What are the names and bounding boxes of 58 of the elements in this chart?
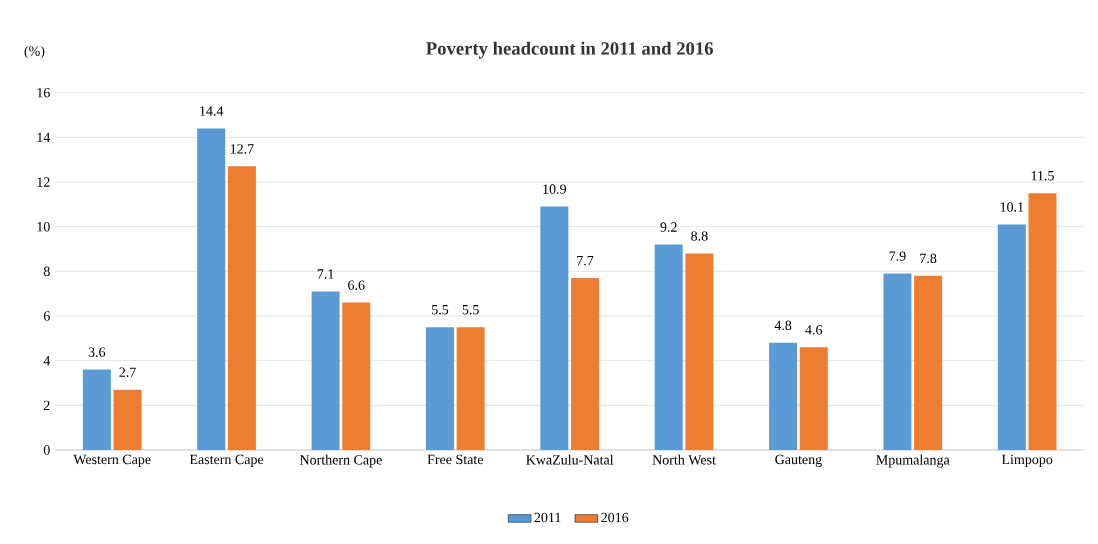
y-tick-label: 12 [37,177,50,187]
data-label: 2.7 [119,367,136,377]
data-label: 5.5 [432,305,449,315]
x-tick-label: Free State [427,454,484,465]
bar [82,369,111,450]
bar [456,327,485,450]
y-tick-label: 6 [43,311,50,321]
chart-title: Poverty headcount in 2011 and 2016 [426,41,713,59]
data-label: 11.5 [1031,171,1054,181]
y-tick-label: 2 [43,400,50,410]
bar [883,273,912,450]
x-tick-label: KwaZulu-Natal [526,454,614,465]
bar [425,327,454,450]
bar [197,128,226,450]
bar [113,389,142,450]
bar [685,253,714,450]
data-label: 6.6 [348,280,365,290]
x-tick-label: Mpumalanga [876,454,950,468]
data-label: 5.5 [462,305,479,315]
y-tick-label: 14 [37,132,51,142]
bar [311,291,340,450]
x-tick-label: Northern Cape [299,454,382,468]
legend-label: 2011 [534,512,561,523]
data-label: 4.8 [774,320,792,331]
y-tick-label: 8 [43,266,50,277]
bar [571,278,600,450]
bar [914,275,943,450]
y-tick-label: 16 [37,87,50,98]
bar [799,347,828,450]
y-tick-label: 4 [43,356,51,366]
bar [342,302,371,450]
data-label: 9.2 [660,222,677,232]
x-tick-label: North West [652,454,716,465]
x-tick-label: Limpopo [1001,454,1053,467]
data-label: 10.1 [1000,202,1024,212]
data-label: 10.9 [543,184,567,194]
data-label: 12.7 [230,144,254,154]
bar [540,206,569,450]
bar [227,166,256,450]
bar [769,342,798,450]
x-tick-label: Eastern Cape [189,454,264,467]
y-axis-title: (%) [24,45,45,59]
data-label: 8.8 [691,231,708,241]
data-label: 7.8 [920,253,937,264]
bar [997,224,1026,450]
x-tick-label: Western Cape [73,454,151,467]
y-tick-label: 0 [43,445,50,455]
data-label: 4.6 [805,325,823,335]
legend-label: 2016 [601,512,629,523]
bar [654,244,683,450]
data-label: 7.7 [577,255,594,266]
data-label: 7.9 [889,251,906,261]
data-label: 3.6 [88,347,106,357]
bar [1028,193,1057,450]
data-label: 7.1 [317,269,334,279]
y-tick-label: 10 [37,221,50,232]
data-label: 14.4 [200,106,224,116]
x-tick-label: Gauteng [775,454,822,467]
